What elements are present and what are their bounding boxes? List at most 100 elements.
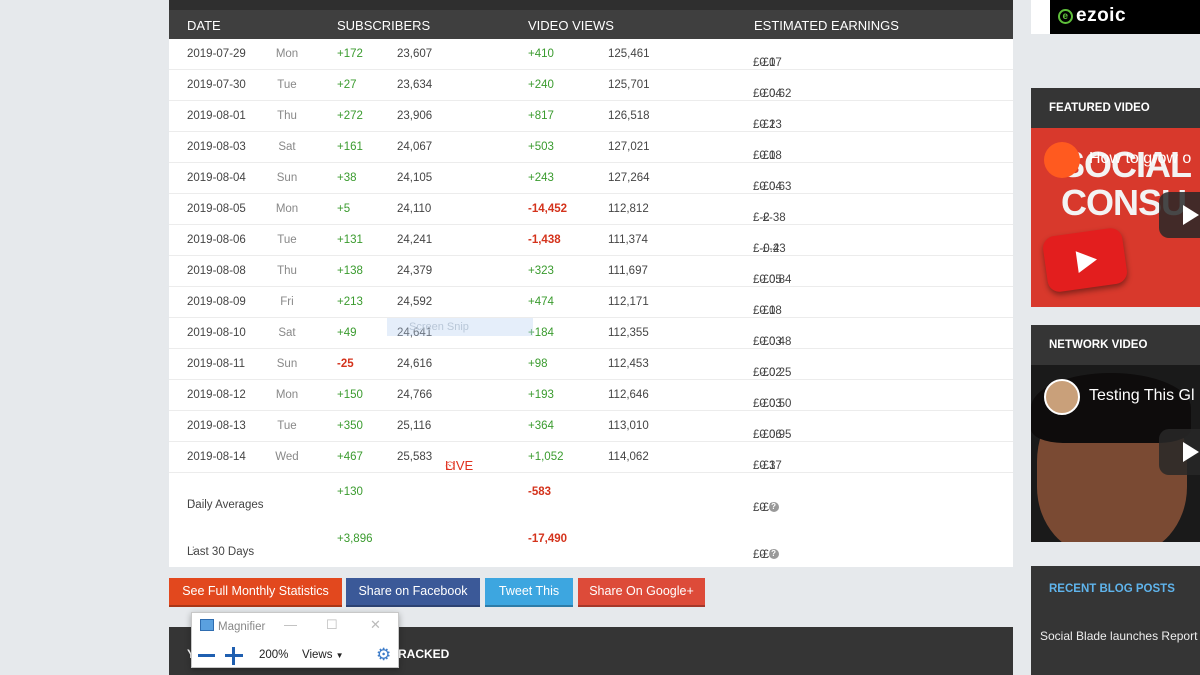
row-subscriber-total: 23,607 bbox=[397, 48, 433, 60]
tweet-this-button[interactable]: Tweet This bbox=[485, 578, 573, 607]
summary-label-text: Last 30 Days bbox=[187, 546, 255, 558]
share-on-google-button[interactable]: Share On Google+ bbox=[578, 578, 705, 607]
zoom-in-icon[interactable] bbox=[225, 647, 243, 665]
row-subscriber-total: 24,067 bbox=[397, 141, 433, 153]
channel-avatar bbox=[1044, 142, 1080, 178]
row-earnings: £0.05 - £0.84 bbox=[753, 265, 791, 286]
table-row: 2019-08-01 Thu +272 23,906 +817 126,518 £0.13 … bbox=[169, 101, 1013, 132]
row-view-change: +98 bbox=[528, 358, 548, 370]
earnings-separator: - bbox=[759, 336, 764, 348]
row-day: Tue bbox=[277, 79, 297, 91]
row-view-change: +240 bbox=[528, 79, 554, 91]
row-view-total: 112,355 bbox=[608, 327, 649, 339]
table-row: 2019-08-08 Thu +138 24,379 +323 111,697 £0.05 … bbox=[169, 256, 1013, 287]
earnings-high: £-38 bbox=[762, 212, 786, 224]
earnings-low: £0.08 bbox=[753, 305, 782, 317]
row-view-change: +474 bbox=[528, 296, 554, 308]
play-icon[interactable] bbox=[1159, 429, 1200, 475]
row-subscriber-change: +38 bbox=[337, 172, 357, 184]
row-view-total: 112,453 bbox=[608, 358, 649, 370]
row-subscriber-total: 24,379 bbox=[397, 265, 433, 277]
row-subscriber-total: 24,641 bbox=[397, 327, 433, 339]
row-date: 2019-08-12 bbox=[187, 389, 246, 401]
table-row: 2019-07-29 Mon +172 23,607 +410 125,461 £0.07 … bbox=[169, 39, 1013, 70]
row-view-total: 125,701 bbox=[608, 79, 650, 91]
row-subscriber-change: +5 bbox=[337, 203, 351, 215]
share-icon[interactable]: ⫶ bbox=[192, 499, 195, 510]
gear-icon[interactable]: ⚙ bbox=[376, 645, 392, 664]
table-row: 2019-08-03 Sat +161 24,067 +503 127,021 £0.08 … bbox=[169, 132, 1013, 163]
table-row: 2019-08-05 Mon +5 24,110 -14,452 112,812 £-2 -… bbox=[169, 194, 1013, 225]
see-full-monthly-statistics-button[interactable]: See Full Monthly Statistics bbox=[169, 578, 342, 607]
close-icon[interactable]: ✕ bbox=[370, 617, 381, 632]
row-date: 2019-08-13 bbox=[187, 420, 246, 432]
row-date: 2019-07-29 bbox=[187, 48, 246, 60]
row-subscriber-change: +49 bbox=[337, 327, 357, 339]
row-date: 2019-08-05 bbox=[187, 203, 246, 215]
row-day: Wed bbox=[275, 451, 299, 463]
share-icon[interactable]: ⫶ bbox=[192, 546, 195, 557]
row-view-total: 112,646 bbox=[608, 389, 649, 401]
table-row: 2019-08-13 Tue +350 25,116 +364 113,010 £0.06 … bbox=[169, 411, 1013, 442]
row-subscriber-change: +467 bbox=[337, 451, 363, 463]
row-day: Mon bbox=[275, 48, 299, 60]
summary-row: Daily Averages⫶ +130 -583 £0 - £0? bbox=[169, 473, 1013, 520]
ad-banner[interactable]: e ezoic bbox=[1031, 0, 1200, 34]
network-video-widget: NETWORK VIDEO Testing This Gl bbox=[1031, 325, 1200, 542]
row-subscriber-total: 24,110 bbox=[397, 203, 432, 215]
earnings-separator: - bbox=[759, 367, 764, 379]
row-day: Mon bbox=[275, 389, 299, 401]
row-day: Sun bbox=[276, 358, 298, 370]
row-day: Tue bbox=[277, 420, 297, 432]
zoom-out-icon[interactable] bbox=[198, 654, 215, 657]
row-earnings: £0.03 - £0.48 bbox=[753, 327, 791, 348]
summary-views: -17,490 bbox=[528, 533, 568, 545]
channel-avatar bbox=[1044, 379, 1080, 415]
row-day: Fri bbox=[280, 296, 294, 308]
views-dropdown[interactable]: Views ▼ bbox=[302, 649, 344, 661]
maximize-icon[interactable]: ☐ bbox=[326, 617, 338, 632]
row-earnings: £0.07 - £1 bbox=[753, 48, 782, 69]
featured-video-thumbnail[interactable]: SOCIAL CONSU How to grow o bbox=[1031, 128, 1200, 307]
row-subscriber-change: +213 bbox=[337, 296, 363, 308]
row-view-change: -1,438 bbox=[528, 234, 561, 246]
header-date: DATE bbox=[187, 18, 221, 33]
row-view-change: -14,452 bbox=[528, 203, 568, 215]
featured-video-title: FEATURED VIDEO bbox=[1031, 88, 1200, 128]
help-icon[interactable]: ? bbox=[768, 502, 779, 512]
earnings-high: £2 bbox=[762, 119, 776, 131]
earnings-separator: - bbox=[759, 274, 764, 286]
row-subscriber-change: +150 bbox=[337, 389, 363, 401]
network-video-thumbnail[interactable]: Testing This Gl bbox=[1031, 365, 1200, 542]
magnifier-window[interactable]: Magnifier — ☐ ✕ 200% Views ▼ ⚙ bbox=[191, 612, 399, 668]
network-video-caption: Testing This Gl bbox=[1089, 387, 1195, 404]
share-on-facebook-button[interactable]: Share on Facebook bbox=[346, 578, 480, 607]
table-summary: Daily Averages⫶+130-583£0 - £0? Last 30 D… bbox=[169, 473, 1013, 567]
row-view-total: 127,021 bbox=[608, 141, 650, 153]
row-view-change: +817 bbox=[528, 110, 554, 122]
row-subscriber-total: 23,906 bbox=[397, 110, 433, 122]
youtube-logo-icon bbox=[1041, 226, 1129, 294]
earnings-high: £1 bbox=[762, 150, 776, 162]
earnings-low: £-2 bbox=[753, 212, 770, 224]
row-subscriber-change: +172 bbox=[337, 48, 363, 60]
earnings-low: £0.05 bbox=[753, 274, 782, 286]
minimize-icon[interactable]: — bbox=[284, 617, 297, 632]
recent-blog-posts-widget: RECENT BLOG POSTS Social Blade launches … bbox=[1031, 566, 1200, 675]
play-icon[interactable] bbox=[1159, 192, 1200, 238]
earnings-high: £1 bbox=[762, 57, 776, 69]
row-subscriber-change: +138 bbox=[337, 265, 363, 277]
row-day: Thu bbox=[277, 265, 297, 277]
table-row: 2019-08-14 Wed +467 25,583 ⏲ LIVE +1,052 114,0… bbox=[169, 442, 1013, 473]
earnings-low: £0.13 bbox=[753, 119, 782, 131]
row-subscriber-change: +350 bbox=[337, 420, 363, 432]
earnings-separator: - bbox=[759, 150, 764, 162]
table-row: 2019-08-11 Sun -25 24,616 +98 112,453 £0.02 - … bbox=[169, 349, 1013, 380]
help-icon[interactable]: ? bbox=[768, 549, 779, 559]
row-subscriber-change: +27 bbox=[337, 79, 357, 91]
blog-post-link[interactable]: Social Blade launches Report bbox=[1040, 629, 1198, 643]
table-row: 2019-08-04 Sun +38 24,105 +243 127,264 £0.04 -… bbox=[169, 163, 1013, 194]
featured-video-widget: FEATURED VIDEO SOCIAL CONSU How to grow o bbox=[1031, 88, 1200, 307]
row-date: 2019-08-03 bbox=[187, 141, 246, 153]
row-date: 2019-08-06 bbox=[187, 234, 246, 246]
